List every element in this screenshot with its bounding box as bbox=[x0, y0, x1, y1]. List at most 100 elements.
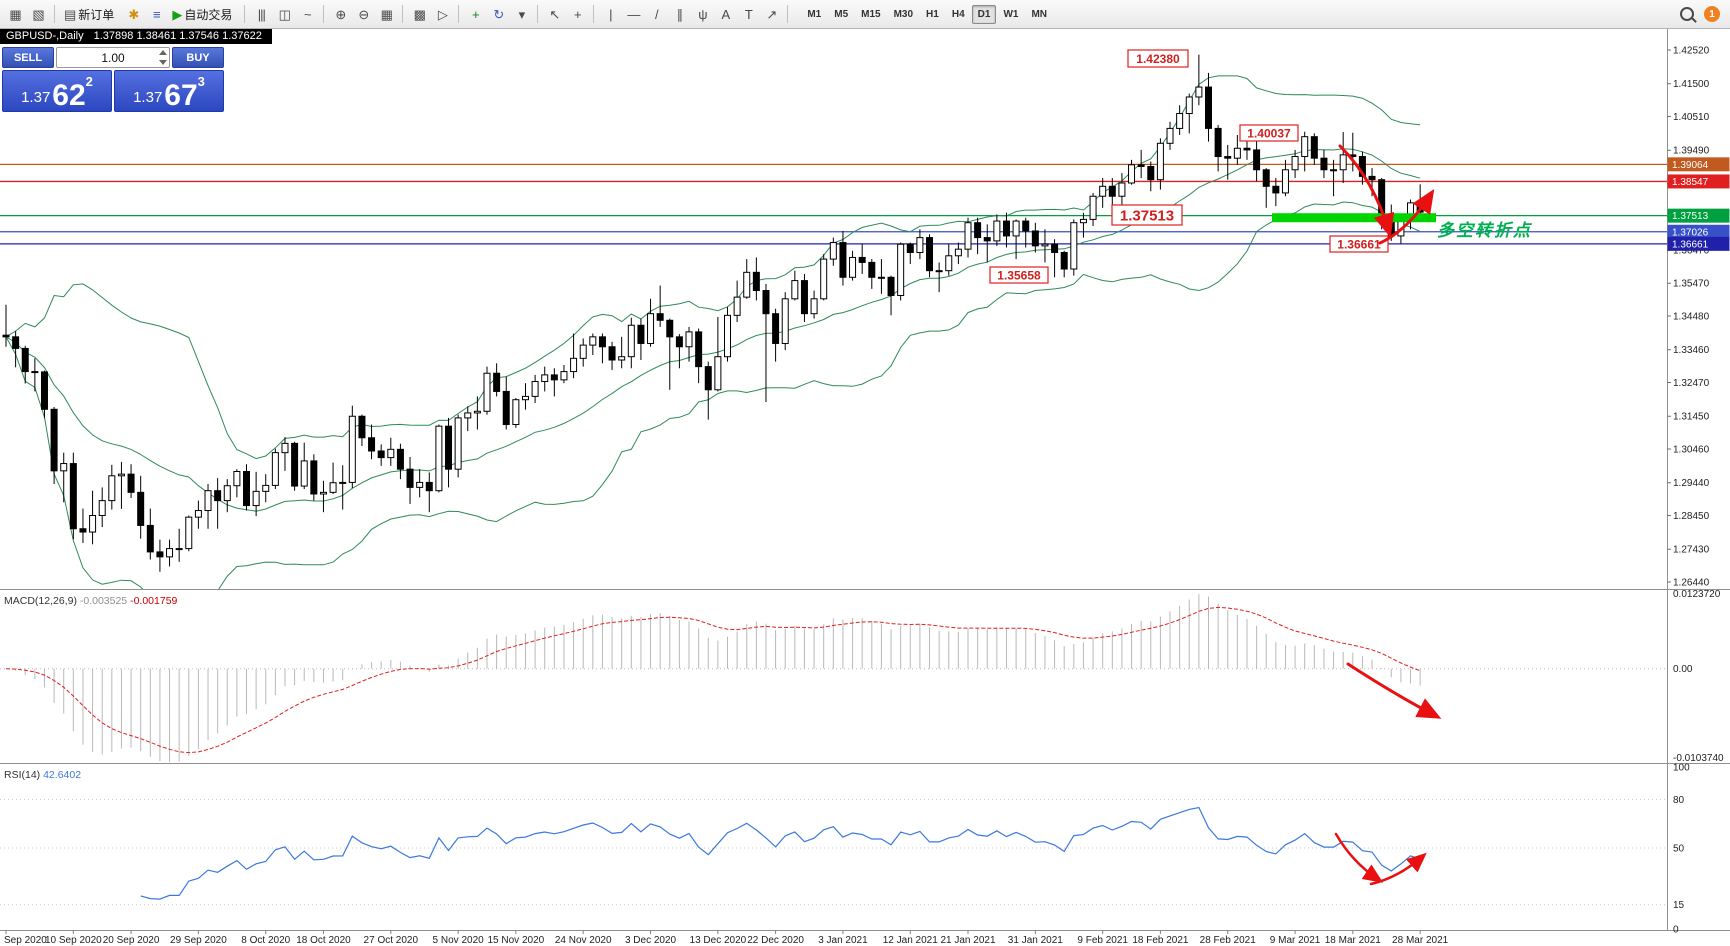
volume-spinner[interactable] bbox=[159, 50, 167, 65]
macd-indicator bbox=[0, 594, 1667, 762]
metaeditor-icon[interactable]: ✱ bbox=[122, 3, 144, 25]
price-callouts[interactable]: 1.42380 1.40037 1.37513 1.36661 1.35658 bbox=[989, 49, 1389, 284]
chart-ohlc-values: 1.37898 1.38461 1.37546 1.37622 bbox=[93, 30, 262, 42]
svg-text:13 Dec 2020: 13 Dec 2020 bbox=[690, 935, 747, 946]
fibonacci-icon[interactable]: ψ bbox=[691, 3, 713, 25]
horizontal-line-icon[interactable]: — bbox=[622, 3, 644, 25]
support-zone[interactable] bbox=[1272, 213, 1436, 223]
tile-windows-icon[interactable]: ▦ bbox=[375, 3, 397, 25]
svg-text:多空转折点: 多空转折点 bbox=[1437, 221, 1533, 240]
chart-shift-icon[interactable]: ▷ bbox=[431, 3, 453, 25]
toolbar-separator bbox=[244, 5, 246, 23]
cursor-icon[interactable]: ↖ bbox=[543, 3, 565, 25]
notification-badge[interactable]: 1 bbox=[1704, 6, 1720, 22]
search-icon[interactable] bbox=[1680, 7, 1694, 21]
toolbar-separator bbox=[54, 5, 55, 23]
svg-text:5 Nov 2020: 5 Nov 2020 bbox=[433, 935, 485, 946]
svg-text:1.35470: 1.35470 bbox=[1673, 279, 1710, 290]
zoom-out-icon[interactable]: ⊖ bbox=[352, 3, 374, 25]
add-indicator-icon[interactable]: + bbox=[464, 3, 486, 25]
price-axis[interactable]: 1.425201.415001.405101.394901.384801.374… bbox=[1667, 46, 1730, 589]
sell-button[interactable]: SELL bbox=[2, 47, 54, 68]
timeframe-m1[interactable]: M1 bbox=[801, 5, 827, 24]
zoom-in-icon[interactable]: ⊕ bbox=[329, 3, 351, 25]
svg-text:1.32470: 1.32470 bbox=[1673, 378, 1710, 389]
timeframe-w1[interactable]: W1 bbox=[997, 5, 1024, 24]
buy-button[interactable]: BUY bbox=[172, 47, 224, 68]
timeframe-m30[interactable]: M30 bbox=[888, 5, 919, 24]
timeframe-mn[interactable]: MN bbox=[1025, 5, 1053, 24]
svg-text:1.39490: 1.39490 bbox=[1673, 146, 1710, 157]
templates-icon[interactable]: ▾ bbox=[510, 3, 532, 25]
svg-text:18 Feb 2021: 18 Feb 2021 bbox=[1132, 935, 1189, 946]
rsi-axis[interactable]: 100 80 50 15 0 bbox=[1673, 763, 1690, 936]
svg-text:27 Oct 2020: 27 Oct 2020 bbox=[364, 935, 419, 946]
arrows-icon[interactable]: ↗ bbox=[760, 3, 782, 25]
svg-text:MACD(12,26,9) -0.003525 -0.001: MACD(12,26,9) -0.003525 -0.001759 bbox=[4, 595, 178, 607]
svg-text:1.26440: 1.26440 bbox=[1673, 578, 1710, 589]
line-chart-icon[interactable]: ~ bbox=[296, 3, 318, 25]
svg-text:1.33460: 1.33460 bbox=[1673, 345, 1710, 356]
market-watch-icon[interactable]: ≡ bbox=[145, 3, 167, 25]
new-chart-icon[interactable]: ▦ bbox=[4, 3, 26, 25]
svg-text:0.00: 0.00 bbox=[1673, 664, 1693, 675]
label-icon[interactable]: T bbox=[737, 3, 759, 25]
svg-text:29 Sep 2020: 29 Sep 2020 bbox=[170, 935, 227, 946]
svg-text:1.38547: 1.38547 bbox=[1672, 177, 1709, 188]
toolbar-right-group: 1 bbox=[1680, 6, 1726, 22]
vertical-line-icon[interactable]: | bbox=[599, 3, 621, 25]
spinner-down-icon[interactable] bbox=[159, 60, 167, 65]
profiles-icon[interactable]: ▧ bbox=[27, 3, 49, 25]
trendline-icon[interactable]: / bbox=[645, 3, 667, 25]
add-indicator-icon: + bbox=[472, 6, 480, 22]
svg-text:50: 50 bbox=[1673, 844, 1685, 855]
macd-axis[interactable]: 0.0123720 0.00 -0.0103740 bbox=[1673, 589, 1724, 764]
text-icon[interactable]: A bbox=[714, 3, 736, 25]
svg-text:24 Nov 2020: 24 Nov 2020 bbox=[555, 935, 612, 946]
sell-price-button[interactable]: 1.37 62 2 bbox=[2, 70, 112, 112]
candlestick-chart-icon[interactable]: ◫ bbox=[273, 3, 295, 25]
trendline-icon: / bbox=[655, 6, 659, 22]
zoom-out-icon: ⊖ bbox=[358, 6, 369, 22]
autotrading-button[interactable]: ▶ 自动交易 bbox=[168, 3, 239, 25]
annotation-arrows[interactable] bbox=[1334, 144, 1442, 886]
buy-price-sup: 3 bbox=[197, 74, 205, 89]
svg-text:0: 0 bbox=[1673, 925, 1679, 936]
channel-icon[interactable]: ∥ bbox=[668, 3, 690, 25]
svg-text:0.0123720: 0.0123720 bbox=[1673, 589, 1721, 600]
timeframe-m5[interactable]: M5 bbox=[828, 5, 854, 24]
sell-price-small: 1.37 bbox=[21, 89, 51, 106]
timeframe-d1[interactable]: D1 bbox=[971, 4, 997, 24]
crosshair-icon: + bbox=[574, 6, 582, 22]
one-click-trading-widget: SELL BUY 1.37 62 2 1.37 67 3 bbox=[2, 47, 224, 112]
svg-text:18 Oct 2020: 18 Oct 2020 bbox=[296, 935, 351, 946]
toolbar-separator bbox=[458, 5, 460, 23]
svg-text:80: 80 bbox=[1673, 795, 1685, 806]
new-order-button[interactable]: ▤ 新订单 bbox=[60, 3, 121, 25]
timeframe-m15[interactable]: M15 bbox=[855, 5, 886, 24]
toolbar-separator bbox=[537, 5, 539, 23]
timeframe-h1[interactable]: H1 bbox=[920, 5, 945, 24]
svg-text:28 Feb 2021: 28 Feb 2021 bbox=[1200, 935, 1257, 946]
label-icon: T bbox=[744, 6, 753, 22]
volume-input[interactable] bbox=[57, 49, 169, 66]
svg-text:1.31450: 1.31450 bbox=[1673, 412, 1710, 423]
arrange-windows-icon[interactable]: ▩ bbox=[408, 3, 430, 25]
bar-chart-icon[interactable]: ||| bbox=[250, 3, 272, 25]
svg-text:15: 15 bbox=[1673, 900, 1685, 911]
toolbar-button-label: 新订单 bbox=[78, 7, 115, 22]
crosshair-icon[interactable]: + bbox=[566, 3, 588, 25]
svg-text:1.42380: 1.42380 bbox=[1136, 52, 1180, 66]
spinner-up-icon[interactable] bbox=[159, 50, 167, 55]
svg-text:1.36661: 1.36661 bbox=[1337, 237, 1381, 251]
cycles-icon[interactable]: ↻ bbox=[487, 3, 509, 25]
buy-price-button: 1.37 67 3 bbox=[114, 70, 224, 112]
timeframe-h4[interactable]: H4 bbox=[946, 5, 971, 24]
candlestick-chart-icon: ◫ bbox=[278, 6, 291, 22]
svg-text:21 Jan 2021: 21 Jan 2021 bbox=[940, 935, 995, 946]
rsi-indicator bbox=[0, 798, 1667, 906]
turning-point-annotation[interactable]: 多空转折点 bbox=[1437, 221, 1533, 240]
svg-text:Sep 2020: Sep 2020 bbox=[4, 935, 47, 946]
